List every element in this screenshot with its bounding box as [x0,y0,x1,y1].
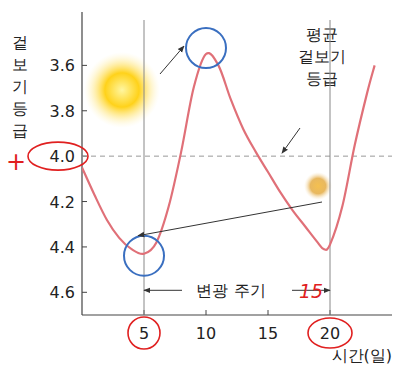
y-tick [82,110,87,111]
y-tick-label: 4.0 [50,147,75,166]
period-end-line [330,20,331,315]
x-tick-label: 10 [196,324,216,343]
dim-star-icon [304,172,332,200]
period-arrow-left [144,290,182,291]
red-circle-end [308,318,352,348]
x-axis-label: 시간(일) [332,346,392,365]
handwritten-plus: + [6,148,26,176]
x-tick-label: 20 [320,324,340,343]
red-circle-mean [28,142,88,170]
x-axis [82,314,392,315]
x-tick-label: 15 [258,324,278,343]
y-tick-label: 4.4 [50,238,75,257]
brightest-circle [186,28,226,68]
period-label: 변광 주기 [196,281,265,300]
x-tick [268,310,269,315]
y-axis-label: 겉보기등급 [12,33,28,140]
y-tick-label: 3.8 [50,102,75,121]
bright-star-icon [84,52,160,128]
y-tick [82,201,87,202]
mean-line [82,156,392,157]
y-tick [82,246,87,247]
mean-label: 평균겉보기등급 [298,25,346,88]
bright-arrow [160,46,184,74]
faintest-circle [124,236,164,276]
y-tick-label: 3.6 [50,56,75,75]
period-start-line [144,20,145,315]
mean-arrow [282,128,300,153]
y-tick-label: 4.2 [50,193,75,212]
x-tick-label: 5 [139,324,149,343]
faint-arrow [138,202,322,236]
plot-area [82,53,375,254]
handwritten-number: 15 [299,280,323,302]
light-curve [82,53,375,254]
chart: 3.6 3.8 4.0 4.2 4.4 4.6 5 10 15 20 겉보기등급시간(일) 평균겉보기… [0,0,400,380]
chart-root: 3.6 3.8 4.0 4.2 4.4 4.6 5 10 15 20 겉보기등급시간(일) 평균겉보기… [0,0,400,380]
y-tick-label: 4.6 [50,283,75,302]
x-tick [206,310,207,315]
red-circle-start [128,317,160,349]
y-tick [82,65,87,66]
y-tick [82,292,87,293]
